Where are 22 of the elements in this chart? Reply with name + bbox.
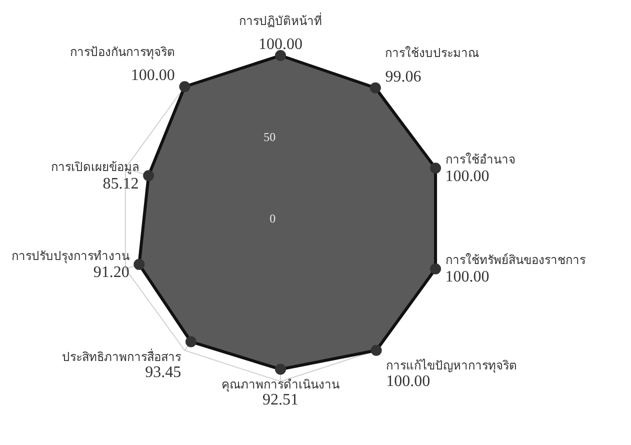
text: 93.45 [145,364,182,382]
spoke-label: คุณภาพการดำเนินงาน [222,377,340,392]
text: 100.00 [258,36,302,53]
spoke-label: การใช้อำนาจ [445,152,516,166]
text: 100.00 [130,67,175,84]
text: 85.12 [102,175,139,192]
spoke-label: การปรับปรุงการทำงาน [11,248,130,264]
spoke-label: การใช้งบประมาณ [385,46,480,60]
spoke-label: การปฏิบัติหน้าที่ [239,12,322,28]
spoke-label: ประสิทธิภาพการสื่อสาร [62,348,182,364]
y-tick-label: 0 [270,212,276,226]
spoke-label: การใช้ทรัพย์สินของราชการ [445,253,586,268]
text: 100.00 [445,168,490,185]
text: 100.00 [386,372,430,390]
spoke-label: การแก้ไขปัญหาการทุจริต [386,358,518,374]
text: 99.06 [385,68,422,86]
text: 91.20 [93,264,130,282]
spoke-label: การป้องกันการทุจริต [70,44,175,60]
text: 100.00 [445,268,490,286]
y-tick-label: 50 [264,130,276,144]
spoke-label: การเปิดเผยข้อมูล [50,160,139,175]
text: 92.51 [262,392,298,409]
